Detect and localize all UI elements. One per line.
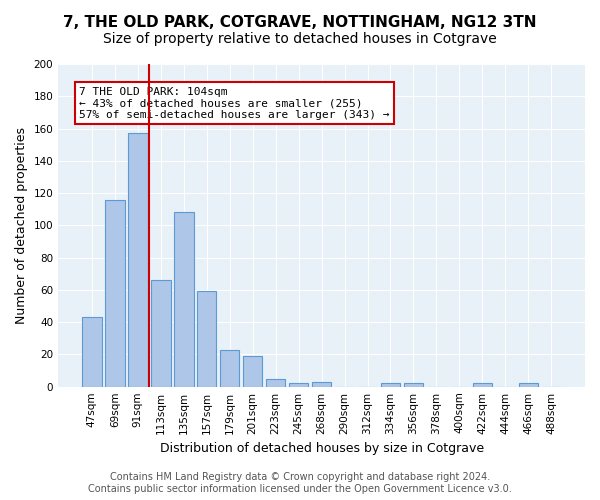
Text: 7 THE OLD PARK: 104sqm
← 43% of detached houses are smaller (255)
57% of semi-de: 7 THE OLD PARK: 104sqm ← 43% of detached… <box>79 86 390 120</box>
Bar <box>289 384 308 386</box>
Bar <box>197 292 217 386</box>
Bar <box>220 350 239 387</box>
Bar <box>518 384 538 386</box>
Bar <box>82 318 101 386</box>
Text: Contains HM Land Registry data © Crown copyright and database right 2024.
Contai: Contains HM Land Registry data © Crown c… <box>88 472 512 494</box>
Bar <box>105 200 125 386</box>
Bar <box>404 384 423 386</box>
Bar <box>266 378 286 386</box>
Bar <box>128 134 148 386</box>
Bar <box>174 212 194 386</box>
X-axis label: Distribution of detached houses by size in Cotgrave: Distribution of detached houses by size … <box>160 442 484 455</box>
Bar <box>151 280 170 386</box>
Bar <box>381 384 400 386</box>
Text: Size of property relative to detached houses in Cotgrave: Size of property relative to detached ho… <box>103 32 497 46</box>
Y-axis label: Number of detached properties: Number of detached properties <box>15 127 28 324</box>
Bar <box>473 384 492 386</box>
Bar <box>243 356 262 386</box>
Bar <box>312 382 331 386</box>
Text: 7, THE OLD PARK, COTGRAVE, NOTTINGHAM, NG12 3TN: 7, THE OLD PARK, COTGRAVE, NOTTINGHAM, N… <box>63 15 537 30</box>
